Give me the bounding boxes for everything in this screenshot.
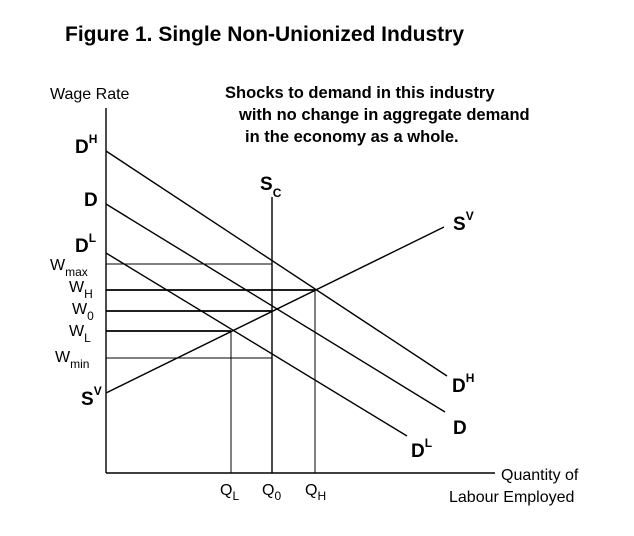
note-line-3: in the economy as a whole. [245, 128, 459, 146]
demand-low-label-left: DL [75, 231, 96, 257]
supply-upward-label-right: SV [453, 209, 474, 235]
x-axis-label-line-2: Labour Employed [449, 489, 574, 506]
y-axis-label: Wage Rate [50, 86, 130, 103]
supply-upward-curve [105, 226, 445, 394]
w-min-label: Wmin [55, 349, 89, 371]
demand-high-label-left: DH [75, 132, 97, 158]
q-h-label: QH [305, 482, 326, 503]
demand-high-label-right: DH [452, 371, 474, 397]
demand-curve [105, 203, 446, 413]
demand-low-label-right: DL [411, 436, 432, 462]
demand-label-left: D [84, 190, 98, 211]
w-0-label: W0 [72, 301, 94, 323]
note-line-2: with no change in aggregate demand [238, 106, 530, 124]
supply-vertical-label: SC [260, 174, 282, 200]
supply-upward-label-left: SV [81, 384, 102, 410]
demand-high-curve [105, 150, 448, 377]
x-axis-label-line-1: Quantity of [501, 467, 579, 484]
w-h-label: WH [69, 279, 93, 301]
demand-label-right: D [453, 418, 467, 439]
w-l-label: WL [69, 323, 91, 345]
q-0-label: Q0 [262, 482, 281, 503]
figure-title: Figure 1. Single Non-Unionized Industry [65, 23, 464, 46]
demand-low-curve [105, 252, 408, 437]
note-line-1: Shocks to demand in this industry [225, 84, 495, 102]
q-l-label: QL [220, 482, 239, 503]
w-max-label: Wmax [50, 257, 88, 279]
